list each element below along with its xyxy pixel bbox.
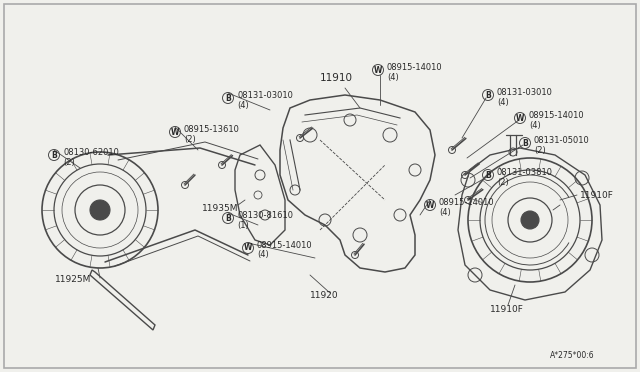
Text: 11910: 11910 xyxy=(320,73,353,83)
Text: B: B xyxy=(485,90,491,99)
Text: 08915-14010: 08915-14010 xyxy=(439,198,495,206)
Text: (4): (4) xyxy=(257,250,269,260)
Text: 08131-05010: 08131-05010 xyxy=(534,135,589,144)
Text: 08130-62010: 08130-62010 xyxy=(63,148,119,157)
Text: 08131-03810: 08131-03810 xyxy=(497,167,553,176)
Text: (2): (2) xyxy=(534,145,546,154)
Text: W: W xyxy=(516,113,524,122)
Text: W: W xyxy=(244,244,252,253)
Text: 08131-03010: 08131-03010 xyxy=(497,87,553,96)
Text: (4): (4) xyxy=(237,100,249,109)
Text: 11925M: 11925M xyxy=(55,276,92,285)
Text: (4): (4) xyxy=(439,208,451,217)
Text: 11920: 11920 xyxy=(310,291,339,299)
Text: 08915-13610: 08915-13610 xyxy=(184,125,240,134)
Text: B: B xyxy=(485,170,491,180)
Text: (4): (4) xyxy=(387,73,399,81)
Text: 11910F: 11910F xyxy=(580,190,614,199)
Text: (4): (4) xyxy=(529,121,541,129)
Text: B: B xyxy=(51,151,57,160)
Text: (2): (2) xyxy=(63,157,75,167)
Text: 11935M: 11935M xyxy=(202,203,239,212)
Text: (1): (1) xyxy=(237,221,249,230)
Text: 08130-81610: 08130-81610 xyxy=(237,211,293,219)
Text: 08915-14010: 08915-14010 xyxy=(387,62,443,71)
Text: A*275*00:6: A*275*00:6 xyxy=(550,350,595,359)
Text: W: W xyxy=(374,65,382,74)
Text: W: W xyxy=(171,128,179,137)
Circle shape xyxy=(90,200,110,220)
Text: 08915-14010: 08915-14010 xyxy=(257,241,312,250)
Text: B: B xyxy=(522,138,528,148)
Text: B: B xyxy=(225,214,231,222)
Circle shape xyxy=(521,211,539,229)
Text: B: B xyxy=(225,93,231,103)
Text: (2): (2) xyxy=(497,177,509,186)
Text: 08915-14010: 08915-14010 xyxy=(529,110,584,119)
Text: (2): (2) xyxy=(184,135,196,144)
Text: 11910F: 11910F xyxy=(490,305,524,314)
Text: W: W xyxy=(426,201,434,209)
Text: (4): (4) xyxy=(497,97,509,106)
Text: 08131-03010: 08131-03010 xyxy=(237,90,293,99)
